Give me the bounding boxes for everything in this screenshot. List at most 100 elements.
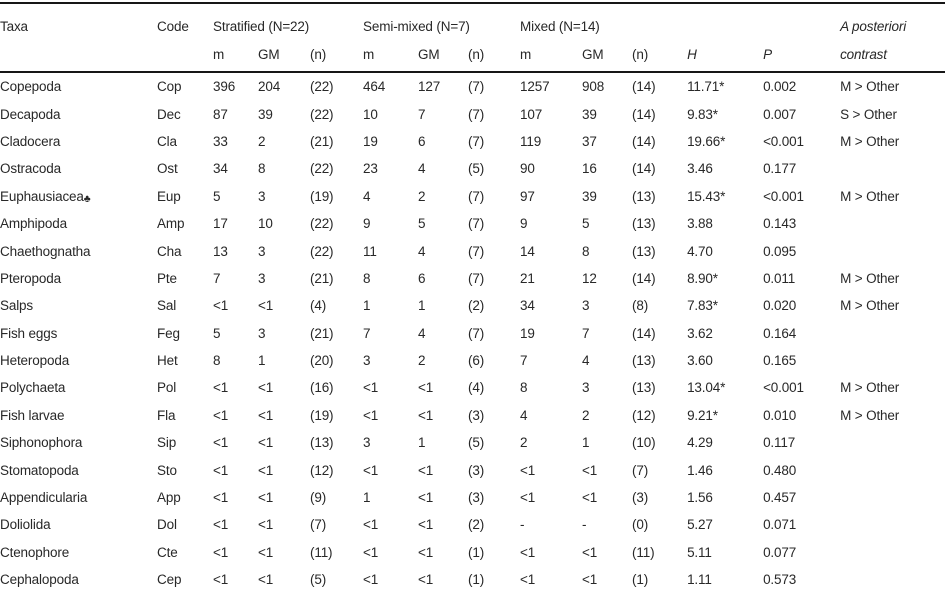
value-cell <box>840 429 945 456</box>
header-stratified-gm: GM <box>258 47 280 62</box>
value-cell: <1 <box>258 462 274 478</box>
value-cell: 6 <box>418 270 426 286</box>
value-cell: (1) <box>468 572 485 588</box>
value-cell: <1 <box>213 490 229 506</box>
value-cell: M > Other <box>840 407 900 423</box>
value-cell: (20) <box>310 353 334 369</box>
value-cell: S > Other <box>840 106 897 122</box>
header-h-statistic: H <box>687 47 697 62</box>
value-cell: <1 <box>520 490 536 506</box>
taxa-label: Decapoda <box>0 106 61 122</box>
taxa-cell: Pteropoda <box>0 265 157 292</box>
value-cell: 0.573 <box>763 572 797 588</box>
value-cell: 0.010 <box>763 407 797 423</box>
value-cell: (13) <box>632 380 656 396</box>
header-mixed-gm: GM <box>582 47 604 62</box>
table-row: Copepoda Cop 396 204 (22) 464 127 (7) 12… <box>0 72 945 100</box>
value-cell: 1 <box>363 298 371 314</box>
value-cell: 396 <box>213 79 236 95</box>
value-cell: <1 <box>363 544 379 560</box>
value-cell: (5) <box>468 161 485 177</box>
value-cell: <1 <box>213 517 229 533</box>
value-cell: (19) <box>310 188 334 204</box>
value-cell: (1) <box>632 572 649 588</box>
header-stratified-n: (n) <box>310 47 327 62</box>
taxa-label: Doliolida <box>0 517 51 533</box>
table-body: Copepoda Cop 396 204 (22) 464 127 (7) 12… <box>0 72 945 593</box>
taxa-cell: Fish larvae <box>0 402 157 429</box>
value-cell: <1 <box>363 407 379 423</box>
value-cell: 0.164 <box>763 325 797 341</box>
value-cell: 87 <box>213 106 228 122</box>
code-cell: App <box>157 490 181 506</box>
value-cell: <1 <box>418 517 434 533</box>
value-cell: 7 <box>520 353 528 369</box>
value-cell: (0) <box>632 517 649 533</box>
value-cell: 3.62 <box>687 325 713 341</box>
value-cell: (14) <box>632 161 656 177</box>
value-cell: 2 <box>582 407 590 423</box>
value-cell: <1 <box>213 544 229 560</box>
value-cell: 8.90* <box>687 270 718 286</box>
table-row: Cephalopoda Cep <1 <1 (5) <1 <1 (1) <1 <… <box>0 566 945 593</box>
value-cell: 2 <box>418 188 426 204</box>
taxa-label: Ctenophore <box>0 544 70 560</box>
value-cell: <1 <box>258 407 274 423</box>
value-cell: 10 <box>363 106 378 122</box>
code-cell: Cep <box>157 572 182 588</box>
value-cell: 7 <box>213 270 221 286</box>
value-cell: 23 <box>363 161 378 177</box>
value-cell: 4 <box>418 161 426 177</box>
value-cell: M > Other <box>840 298 900 314</box>
value-cell: (2) <box>468 517 485 533</box>
value-cell: (7) <box>310 517 327 533</box>
value-cell: 5 <box>213 188 221 204</box>
code-cell: Fla <box>157 407 176 423</box>
value-cell: 0.177 <box>763 161 797 177</box>
value-cell: (7) <box>468 106 485 122</box>
value-cell: <1 <box>213 572 229 588</box>
value-cell: <1 <box>213 435 229 451</box>
value-cell: (22) <box>310 161 334 177</box>
table-row: Ctenophore Cte <1 <1 (11) <1 <1 (1) <1 <… <box>0 539 945 566</box>
value-cell: (11) <box>310 544 333 560</box>
value-cell: 0.143 <box>763 216 797 232</box>
value-cell: 0.480 <box>763 462 797 478</box>
value-cell: <1 <box>418 462 434 478</box>
table-row: Doliolida Dol <1 <1 (7) <1 <1 (2) - - (0… <box>0 511 945 538</box>
taxa-label: Appendicularia <box>0 490 88 506</box>
table-row: Euphausiacea♣ Eup 5 3 (19) 4 2 (7) 97 39… <box>0 183 945 210</box>
taxa-cell: Euphausiacea♣ <box>0 183 157 210</box>
value-cell: 9.83* <box>687 106 718 122</box>
header-contrast-line2: contrast <box>840 47 887 62</box>
value-cell: <1 <box>520 462 536 478</box>
value-cell: 5 <box>418 216 426 232</box>
value-cell: 2 <box>418 353 426 369</box>
value-cell: (11) <box>632 544 655 560</box>
value-cell: 39 <box>258 106 273 122</box>
value-cell: <1 <box>258 572 274 588</box>
value-cell: 8 <box>520 380 528 396</box>
header-group-mixed: Mixed (N=14) <box>520 18 600 34</box>
value-cell: - <box>520 517 525 533</box>
value-cell: 8 <box>363 270 371 286</box>
value-cell: 1 <box>363 490 371 506</box>
value-cell: 7 <box>418 106 426 122</box>
value-cell: (7) <box>468 133 485 149</box>
value-cell: <1 <box>418 380 434 396</box>
value-cell: 0.457 <box>763 490 797 506</box>
taxa-label: Heteropoda <box>0 353 70 369</box>
code-cell: Eup <box>157 188 181 204</box>
value-cell: 11 <box>363 243 377 259</box>
value-cell: (6) <box>468 353 485 369</box>
header-p-value: P <box>763 47 772 62</box>
taxa-cell: Ctenophore <box>0 539 157 566</box>
value-cell: <1 <box>258 298 274 314</box>
value-cell: 10 <box>258 216 273 232</box>
value-cell: 90 <box>520 161 535 177</box>
value-cell: M > Other <box>840 380 900 396</box>
value-cell: (3) <box>468 490 485 506</box>
value-cell: <1 <box>363 380 379 396</box>
value-cell <box>840 320 945 347</box>
